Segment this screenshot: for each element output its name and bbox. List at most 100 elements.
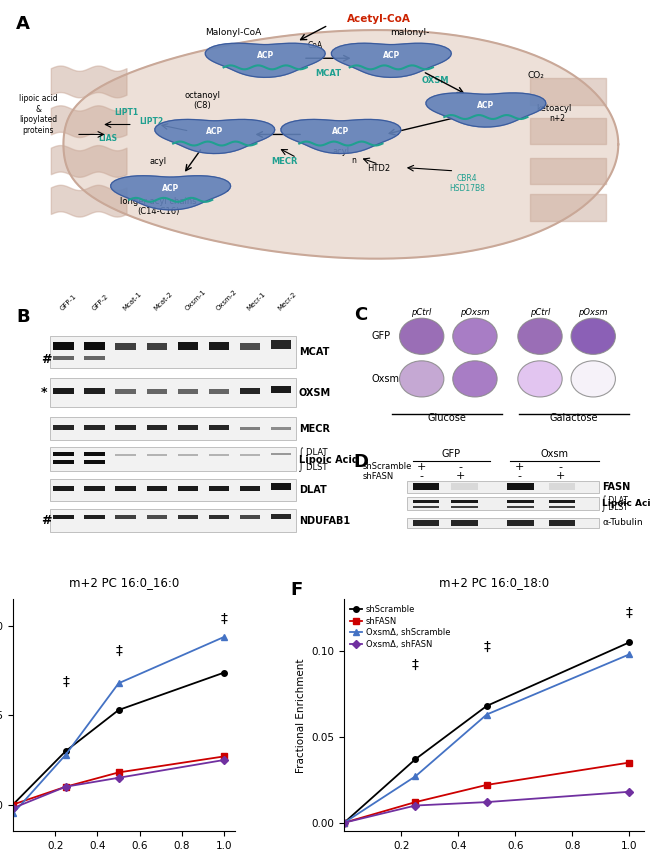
FancyBboxPatch shape [271, 339, 291, 349]
FancyBboxPatch shape [84, 514, 105, 519]
FancyBboxPatch shape [84, 425, 105, 429]
Text: shFASN: shFASN [363, 471, 394, 481]
Text: Oxsm: Oxsm [541, 449, 569, 459]
FancyBboxPatch shape [271, 483, 291, 489]
FancyBboxPatch shape [407, 497, 599, 510]
FancyBboxPatch shape [84, 460, 105, 464]
FancyBboxPatch shape [146, 453, 166, 456]
Y-axis label: Fractional Enrichment: Fractional Enrichment [296, 658, 306, 773]
Text: MECR: MECR [299, 423, 330, 434]
Text: ‡: ‡ [115, 644, 122, 658]
FancyBboxPatch shape [116, 389, 136, 394]
FancyBboxPatch shape [53, 460, 73, 464]
Text: pCtrl: pCtrl [530, 308, 550, 317]
Text: ⌠ DLAT: ⌠ DLAT [602, 495, 628, 505]
Ellipse shape [453, 361, 497, 397]
FancyBboxPatch shape [407, 481, 599, 493]
Text: DLAT: DLAT [299, 485, 326, 495]
Text: #: # [41, 514, 51, 527]
Text: ⌡ DLST: ⌡ DLST [299, 463, 327, 472]
Ellipse shape [453, 318, 497, 354]
Text: ketoacyl: ketoacyl [536, 105, 572, 113]
Text: GFP: GFP [371, 332, 391, 341]
FancyBboxPatch shape [271, 428, 291, 429]
Polygon shape [281, 119, 401, 153]
FancyBboxPatch shape [146, 389, 166, 394]
FancyBboxPatch shape [177, 389, 198, 394]
Text: ACP: ACP [477, 101, 495, 110]
FancyBboxPatch shape [451, 500, 478, 503]
Text: CBR4: CBR4 [457, 174, 477, 183]
Text: HSD17B8: HSD17B8 [449, 183, 485, 193]
FancyBboxPatch shape [549, 500, 575, 503]
Text: Mecr-2: Mecr-2 [277, 291, 298, 312]
FancyBboxPatch shape [240, 343, 260, 351]
FancyBboxPatch shape [508, 520, 534, 525]
FancyBboxPatch shape [177, 425, 198, 429]
FancyBboxPatch shape [508, 506, 534, 508]
Text: ACP: ACP [257, 51, 274, 60]
Text: α-Tubulin: α-Tubulin [602, 518, 643, 527]
Text: ‡: ‡ [221, 612, 228, 626]
FancyBboxPatch shape [508, 500, 534, 503]
Text: +: + [515, 462, 524, 472]
FancyBboxPatch shape [50, 509, 296, 532]
FancyBboxPatch shape [177, 342, 198, 351]
Text: GFP-2: GFP-2 [90, 293, 109, 312]
Text: octanoyl
(C8): octanoyl (C8) [184, 91, 220, 110]
Text: Acetyl-CoA: Acetyl-CoA [346, 14, 411, 24]
FancyBboxPatch shape [209, 425, 229, 429]
Ellipse shape [400, 318, 444, 354]
Text: OXSM: OXSM [422, 76, 449, 85]
FancyBboxPatch shape [177, 453, 198, 456]
FancyBboxPatch shape [53, 514, 73, 519]
FancyBboxPatch shape [177, 486, 198, 490]
FancyBboxPatch shape [451, 520, 478, 525]
FancyBboxPatch shape [271, 452, 291, 455]
Text: Lipoic Acid: Lipoic Acid [299, 455, 359, 465]
FancyBboxPatch shape [209, 389, 229, 394]
FancyBboxPatch shape [84, 486, 105, 490]
Text: ‡: ‡ [412, 657, 419, 672]
FancyBboxPatch shape [116, 515, 136, 519]
Text: NDUFAB1: NDUFAB1 [299, 516, 350, 525]
Text: OXSM: OXSM [299, 387, 331, 398]
Ellipse shape [518, 361, 562, 397]
Text: ⌡ DLST: ⌡ DLST [602, 502, 628, 512]
Text: Oxsm: Oxsm [371, 374, 400, 384]
Ellipse shape [571, 318, 616, 354]
FancyBboxPatch shape [50, 378, 296, 407]
Text: -: - [420, 471, 424, 482]
FancyBboxPatch shape [116, 425, 136, 429]
Text: MCAT: MCAT [315, 69, 341, 79]
FancyBboxPatch shape [146, 425, 166, 429]
Text: n+2: n+2 [549, 114, 565, 123]
FancyBboxPatch shape [240, 453, 260, 456]
FancyBboxPatch shape [146, 486, 166, 490]
FancyBboxPatch shape [549, 506, 575, 508]
Text: GFP-1: GFP-1 [60, 293, 78, 312]
FancyBboxPatch shape [53, 486, 73, 490]
Text: ACP: ACP [332, 127, 350, 136]
FancyBboxPatch shape [407, 518, 599, 528]
Text: GFP: GFP [442, 449, 461, 459]
Text: ‡: ‡ [626, 606, 632, 620]
Text: LIAS: LIAS [98, 134, 117, 143]
Text: B: B [16, 308, 30, 326]
Text: lipoic acid
&
lipoylated
proteins: lipoic acid & lipoylated proteins [19, 94, 58, 135]
FancyBboxPatch shape [53, 342, 73, 351]
Text: pOxsm: pOxsm [578, 308, 608, 317]
Title: m+2 PC 16:0_16:0: m+2 PC 16:0_16:0 [69, 576, 179, 589]
Text: ‡: ‡ [62, 674, 70, 689]
Ellipse shape [518, 318, 562, 354]
Text: F: F [291, 581, 302, 599]
Ellipse shape [571, 361, 616, 397]
Title: m+2 PC 16:0_18:0: m+2 PC 16:0_18:0 [439, 576, 549, 589]
FancyBboxPatch shape [84, 388, 105, 394]
Text: MECR: MECR [271, 157, 297, 166]
FancyBboxPatch shape [177, 515, 198, 519]
FancyBboxPatch shape [209, 486, 229, 490]
Text: ACP: ACP [162, 183, 179, 193]
FancyBboxPatch shape [50, 417, 296, 440]
FancyBboxPatch shape [53, 425, 73, 429]
